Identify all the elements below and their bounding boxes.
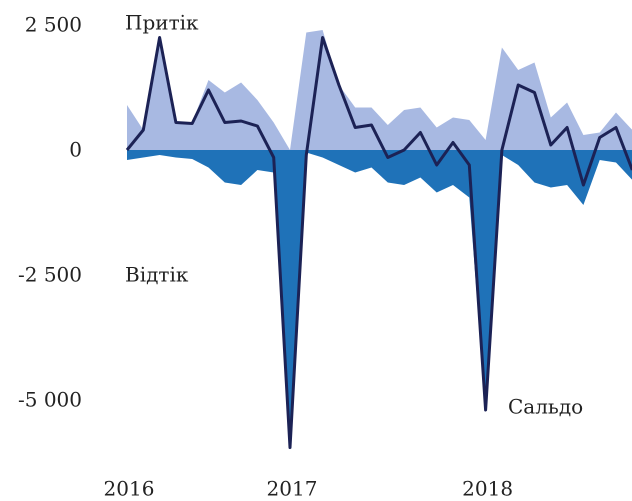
y-tick-label: -5 000 [18,388,82,412]
x-tick-label: 2016 [104,477,155,501]
y-tick-label: 0 [69,138,82,162]
y-tick-label: -2 500 [18,263,82,287]
legend-label: Притік [125,11,199,35]
y-tick-label: 2 500 [25,13,82,37]
area [127,30,632,150]
x-tick-label: 2018 [462,477,513,501]
legend-label: Відтік [125,263,189,287]
legend-label: Сальдо [508,395,583,419]
x-tick-label: 2017 [267,477,318,501]
line [125,36,632,449]
